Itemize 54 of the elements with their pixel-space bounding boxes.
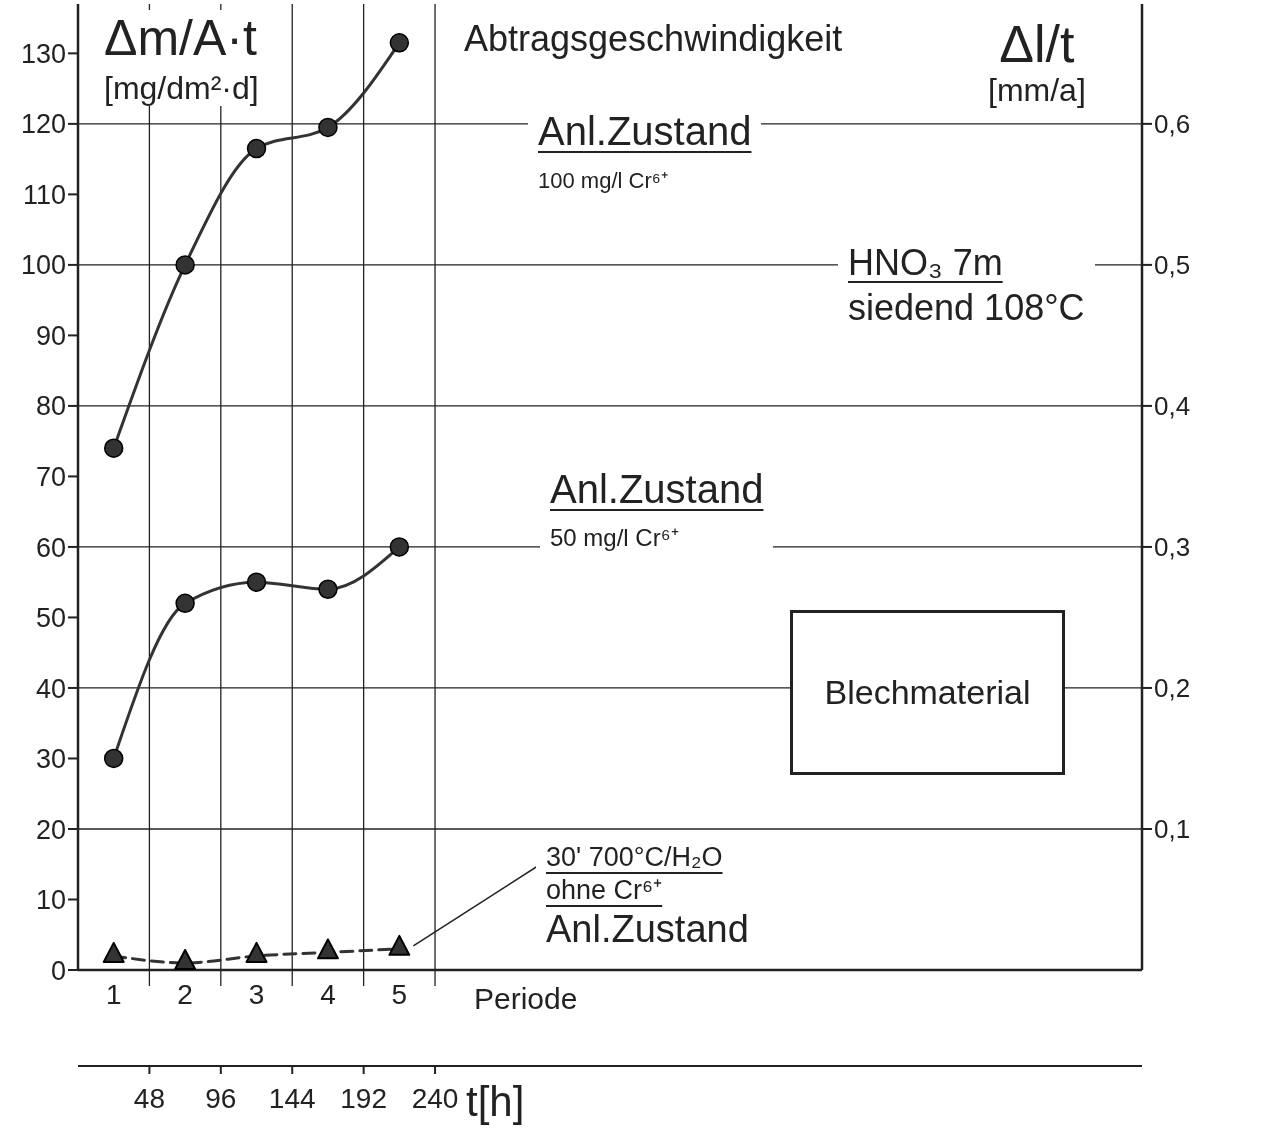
x2-tick-label: 144 bbox=[268, 1083, 316, 1114]
x2-axis-title: t[h] bbox=[466, 1078, 525, 1126]
y2-tick-label: 0,5 bbox=[1154, 250, 1191, 281]
y2-tick-label: 0,3 bbox=[1154, 532, 1191, 563]
y-tick-label: 10 bbox=[35, 885, 66, 916]
text: 30' 700°C/H₂O ohne Cr⁶⁺ Anl.Zustand bbox=[546, 842, 749, 952]
y2-tick-label: 0,6 bbox=[1154, 109, 1191, 140]
x-axis-title: Periode bbox=[474, 982, 578, 1016]
y-tick-label: 50 bbox=[35, 603, 66, 634]
x-tick-label: 1 bbox=[105, 978, 122, 1010]
point bbox=[389, 33, 410, 53]
y-tick-label: 20 bbox=[35, 814, 66, 845]
point bbox=[102, 941, 125, 963]
y2-tick-label: 0,4 bbox=[1154, 391, 1191, 422]
point bbox=[318, 117, 338, 138]
point bbox=[246, 138, 267, 159]
y-tick-label: 40 bbox=[35, 673, 66, 704]
x2-tick-label: 192 bbox=[340, 1083, 387, 1114]
point bbox=[316, 938, 339, 960]
x-tick-label: 2 bbox=[177, 978, 193, 1010]
x2-tick-label: 96 bbox=[205, 1083, 237, 1114]
y-tick-label: 90 bbox=[35, 320, 66, 351]
y2-axis-title: Δl/t [mm/a] bbox=[988, 15, 1086, 109]
point bbox=[318, 579, 338, 599]
y-tick-label: 70 bbox=[35, 462, 66, 493]
text: Anl.Zustand 100 mg/l Cr⁶⁺ bbox=[538, 108, 752, 194]
text: Anl.Zustand 50 mg/l Cr⁶⁺ bbox=[550, 466, 764, 552]
annotation: HNO₃ 7m siedend 108°C bbox=[848, 242, 1085, 329]
x-tick-label: 4 bbox=[320, 978, 336, 1010]
x2-tick-label: 48 bbox=[133, 1083, 165, 1114]
y-tick-label: 60 bbox=[35, 532, 66, 563]
point bbox=[389, 537, 410, 557]
y-tick-label: 130 bbox=[20, 38, 66, 69]
x-tick-label: 3 bbox=[248, 978, 265, 1010]
y2-tick-label: 0,2 bbox=[1154, 673, 1191, 704]
y-tick-label: 0 bbox=[50, 955, 66, 986]
y-tick-label: 110 bbox=[22, 179, 66, 210]
y-axis-title: Δm/A·t [mg/dm²·d] bbox=[104, 10, 259, 107]
point bbox=[175, 593, 195, 614]
point bbox=[174, 948, 197, 970]
y-tick-label: 120 bbox=[20, 109, 66, 140]
y-tick-label: 80 bbox=[35, 391, 66, 422]
point bbox=[103, 438, 124, 458]
x-tick-label: 5 bbox=[391, 978, 408, 1010]
y-tick-label: 100 bbox=[20, 250, 66, 281]
annotation: Blechmaterial bbox=[824, 673, 1031, 712]
y-tick-label: 30 bbox=[35, 744, 66, 775]
chart-title: Abtragsgeschwindigkeit bbox=[456, 18, 851, 60]
point bbox=[388, 934, 411, 956]
y2-tick-label: 0,1 bbox=[1154, 814, 1191, 845]
x2-tick-label: 240 bbox=[411, 1083, 459, 1114]
point bbox=[245, 941, 268, 963]
point bbox=[175, 255, 195, 275]
point bbox=[246, 572, 267, 592]
